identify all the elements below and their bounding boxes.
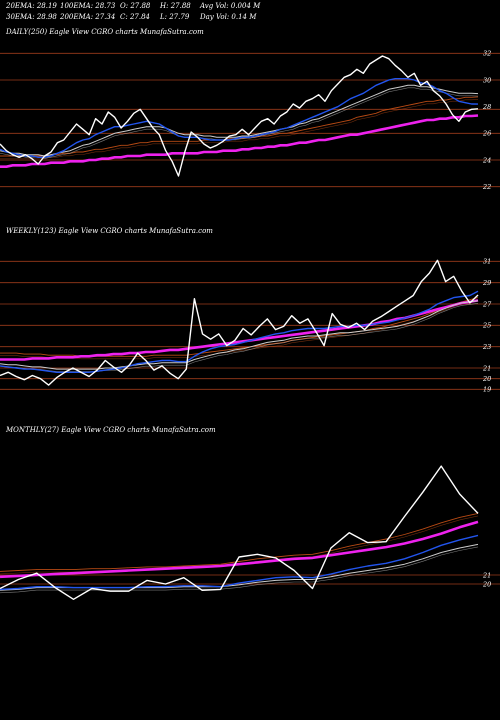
y-tick-label: 32: [483, 50, 491, 58]
ema200-line: [0, 114, 479, 168]
y-tick-label: 19: [483, 386, 491, 394]
y-tick-label: 20: [482, 375, 491, 383]
ema200-line: [0, 299, 479, 361]
y-tick-label: 25: [482, 322, 491, 330]
ema30-line-shadow: [0, 546, 479, 594]
stat-avg-vol: Avg Vol: 0.004 M: [199, 2, 261, 10]
y-tick-label: 24: [482, 156, 491, 164]
stat-high: H: 27.88: [159, 2, 191, 10]
y-tick-label: 21: [482, 364, 491, 372]
weekly-series: [0, 259, 479, 386]
ema200-line: [0, 520, 479, 579]
y-tick-label: 20: [482, 580, 491, 588]
ema100-line-shadow: [0, 299, 479, 360]
stat-low: L: 27.79: [159, 13, 190, 21]
weekly-gridlines: [0, 260, 500, 390]
monthly-gridlines: [0, 574, 500, 585]
daily-series: [0, 55, 479, 177]
y-tick-label: 28: [482, 103, 491, 111]
ema20-line: [0, 77, 479, 159]
weekly-y-ticks: 31 29 27 25 23 21 20 19: [482, 258, 492, 394]
monthly-panel: MONTHLY(27) Eagle View CGRO charts Munaf…: [0, 426, 500, 600]
ema30-line-shadow: [0, 87, 479, 159]
ema20-line: [0, 290, 479, 373]
daily-panel-title: DAILY(250) Eagle View CGRO charts Munafa…: [5, 28, 204, 36]
monthly-series: [0, 465, 479, 600]
header-stats: 20EMA: 28.19 100EMA: 28.73 O: 27.88 H: 2…: [5, 2, 261, 21]
stat-close: C: 27.84: [120, 13, 150, 21]
stat-day-vol: Day Vol: 0.14 M: [199, 13, 257, 21]
price-line: [0, 465, 479, 600]
y-tick-label: 31: [483, 258, 491, 266]
daily-panel: DAILY(250) Eagle View CGRO charts Munafa…: [0, 28, 500, 191]
ema100-line: [0, 96, 479, 157]
y-tick-label: 26: [482, 130, 491, 138]
ema100-line: [0, 297, 479, 357]
weekly-panel-title: WEEKLY(123) Eagle View CGRO charts Munaf…: [6, 227, 213, 235]
stat-open: O: 27.88: [120, 2, 151, 10]
stat-ema100: 100EMA: 28.73: [60, 2, 116, 10]
monthly-panel-title: MONTHLY(27) Eagle View CGRO charts Munaf…: [5, 426, 216, 434]
price-line: [0, 259, 479, 386]
ema30-line: [0, 300, 479, 370]
y-tick-label: 29: [482, 279, 491, 287]
y-tick-label: 23: [482, 343, 491, 351]
stat-ema30: 30EMA: 28.98: [6, 13, 57, 21]
stat-ema20: 20EMA: 28.19: [5, 2, 57, 10]
price-line: [0, 55, 479, 177]
ema20-line: [0, 534, 479, 591]
ema30-line-shadow: [0, 303, 479, 372]
y-tick-label: 22: [482, 183, 491, 191]
y-tick-label: 30: [483, 76, 491, 84]
y-tick-label: 21: [482, 571, 491, 579]
stat-ema200: 200EMA: 27.34: [59, 13, 115, 21]
ema100-line: [0, 512, 479, 572]
y-tick-label: 27: [482, 300, 492, 308]
ema30-line: [0, 84, 479, 157]
daily-y-ticks: 32 30 28 26 24 22: [482, 50, 491, 191]
ema100-line-shadow: [0, 99, 479, 159]
weekly-panel: WEEKLY(123) Eagle View CGRO charts Munaf…: [0, 227, 500, 394]
